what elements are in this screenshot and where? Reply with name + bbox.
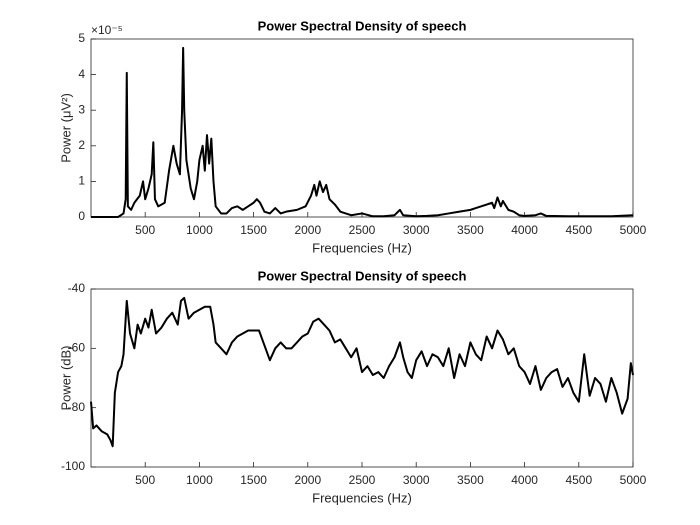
x-tick-label: 4000 xyxy=(511,473,538,487)
x-tick-label: 5000 xyxy=(620,223,647,237)
x-tick-label: 3000 xyxy=(403,473,430,487)
x-axis-label: Frequencies (Hz) xyxy=(312,490,412,505)
psd-line xyxy=(90,296,634,448)
y-tick-label: 0 xyxy=(78,209,85,223)
x-tick-label: 2000 xyxy=(294,223,321,237)
x-tick-label: 1000 xyxy=(186,473,213,487)
x-tick-label: 3500 xyxy=(457,473,484,487)
y-tick-label: -60 xyxy=(68,341,86,355)
chart-title: Power Spectral Density of speech xyxy=(258,18,467,33)
x-tick-label: 500 xyxy=(135,473,155,487)
x-tick-label: 4500 xyxy=(565,223,592,237)
y-tick-label: -100 xyxy=(61,459,85,473)
psd-line xyxy=(91,46,634,218)
y-tick-label: -40 xyxy=(68,281,86,295)
exponent-label: ×10⁻⁵ xyxy=(91,23,123,37)
x-tick-label: 3500 xyxy=(457,223,484,237)
y-tick-label: 5 xyxy=(78,31,85,45)
x-tick-label: 1000 xyxy=(186,223,213,237)
y-tick-label: 3 xyxy=(78,102,85,116)
y-axis-label: Power (dB) xyxy=(58,345,73,410)
x-tick-label: 2500 xyxy=(349,223,376,237)
plot-area xyxy=(90,38,634,218)
x-tick-label: 500 xyxy=(135,223,155,237)
y-tick-label: 2 xyxy=(78,138,85,152)
y-tick-label: -80 xyxy=(68,400,86,414)
x-axis-label: Frequencies (Hz) xyxy=(312,240,412,255)
y-axis-label: Power (μV²) xyxy=(58,93,73,163)
plot-area xyxy=(90,288,634,468)
x-tick-label: 4000 xyxy=(511,223,538,237)
chart-title: Power Spectral Density of speech xyxy=(258,268,467,283)
y-tick-label: 1 xyxy=(78,174,85,188)
x-tick-label: 1500 xyxy=(240,223,267,237)
y-tick-label: 4 xyxy=(78,67,85,81)
x-tick-label: 5000 xyxy=(620,473,647,487)
x-tick-label: 1500 xyxy=(240,473,267,487)
x-tick-label: 4500 xyxy=(565,473,592,487)
x-tick-label: 2500 xyxy=(349,473,376,487)
x-tick-label: 3000 xyxy=(403,223,430,237)
x-tick-label: 2000 xyxy=(294,473,321,487)
